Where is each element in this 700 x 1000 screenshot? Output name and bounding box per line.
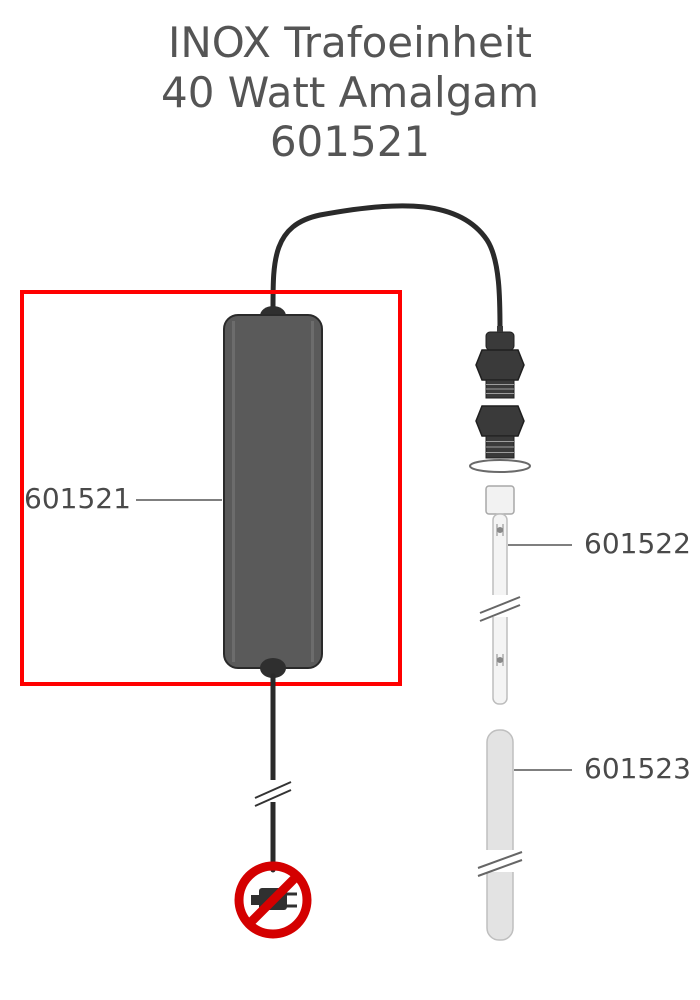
transformer-unit [224,306,322,678]
quartz-sleeve [476,730,524,940]
uv-lamp [478,486,522,704]
part-label-601522: 601522 [584,527,691,560]
cable-bottom [253,676,293,870]
part-label-601521: 601521 [24,482,131,515]
cable-gland-stack [470,326,530,472]
part-label-601523: 601523 [584,752,691,785]
cable-top [273,206,500,330]
no-plug-icon [239,866,307,934]
